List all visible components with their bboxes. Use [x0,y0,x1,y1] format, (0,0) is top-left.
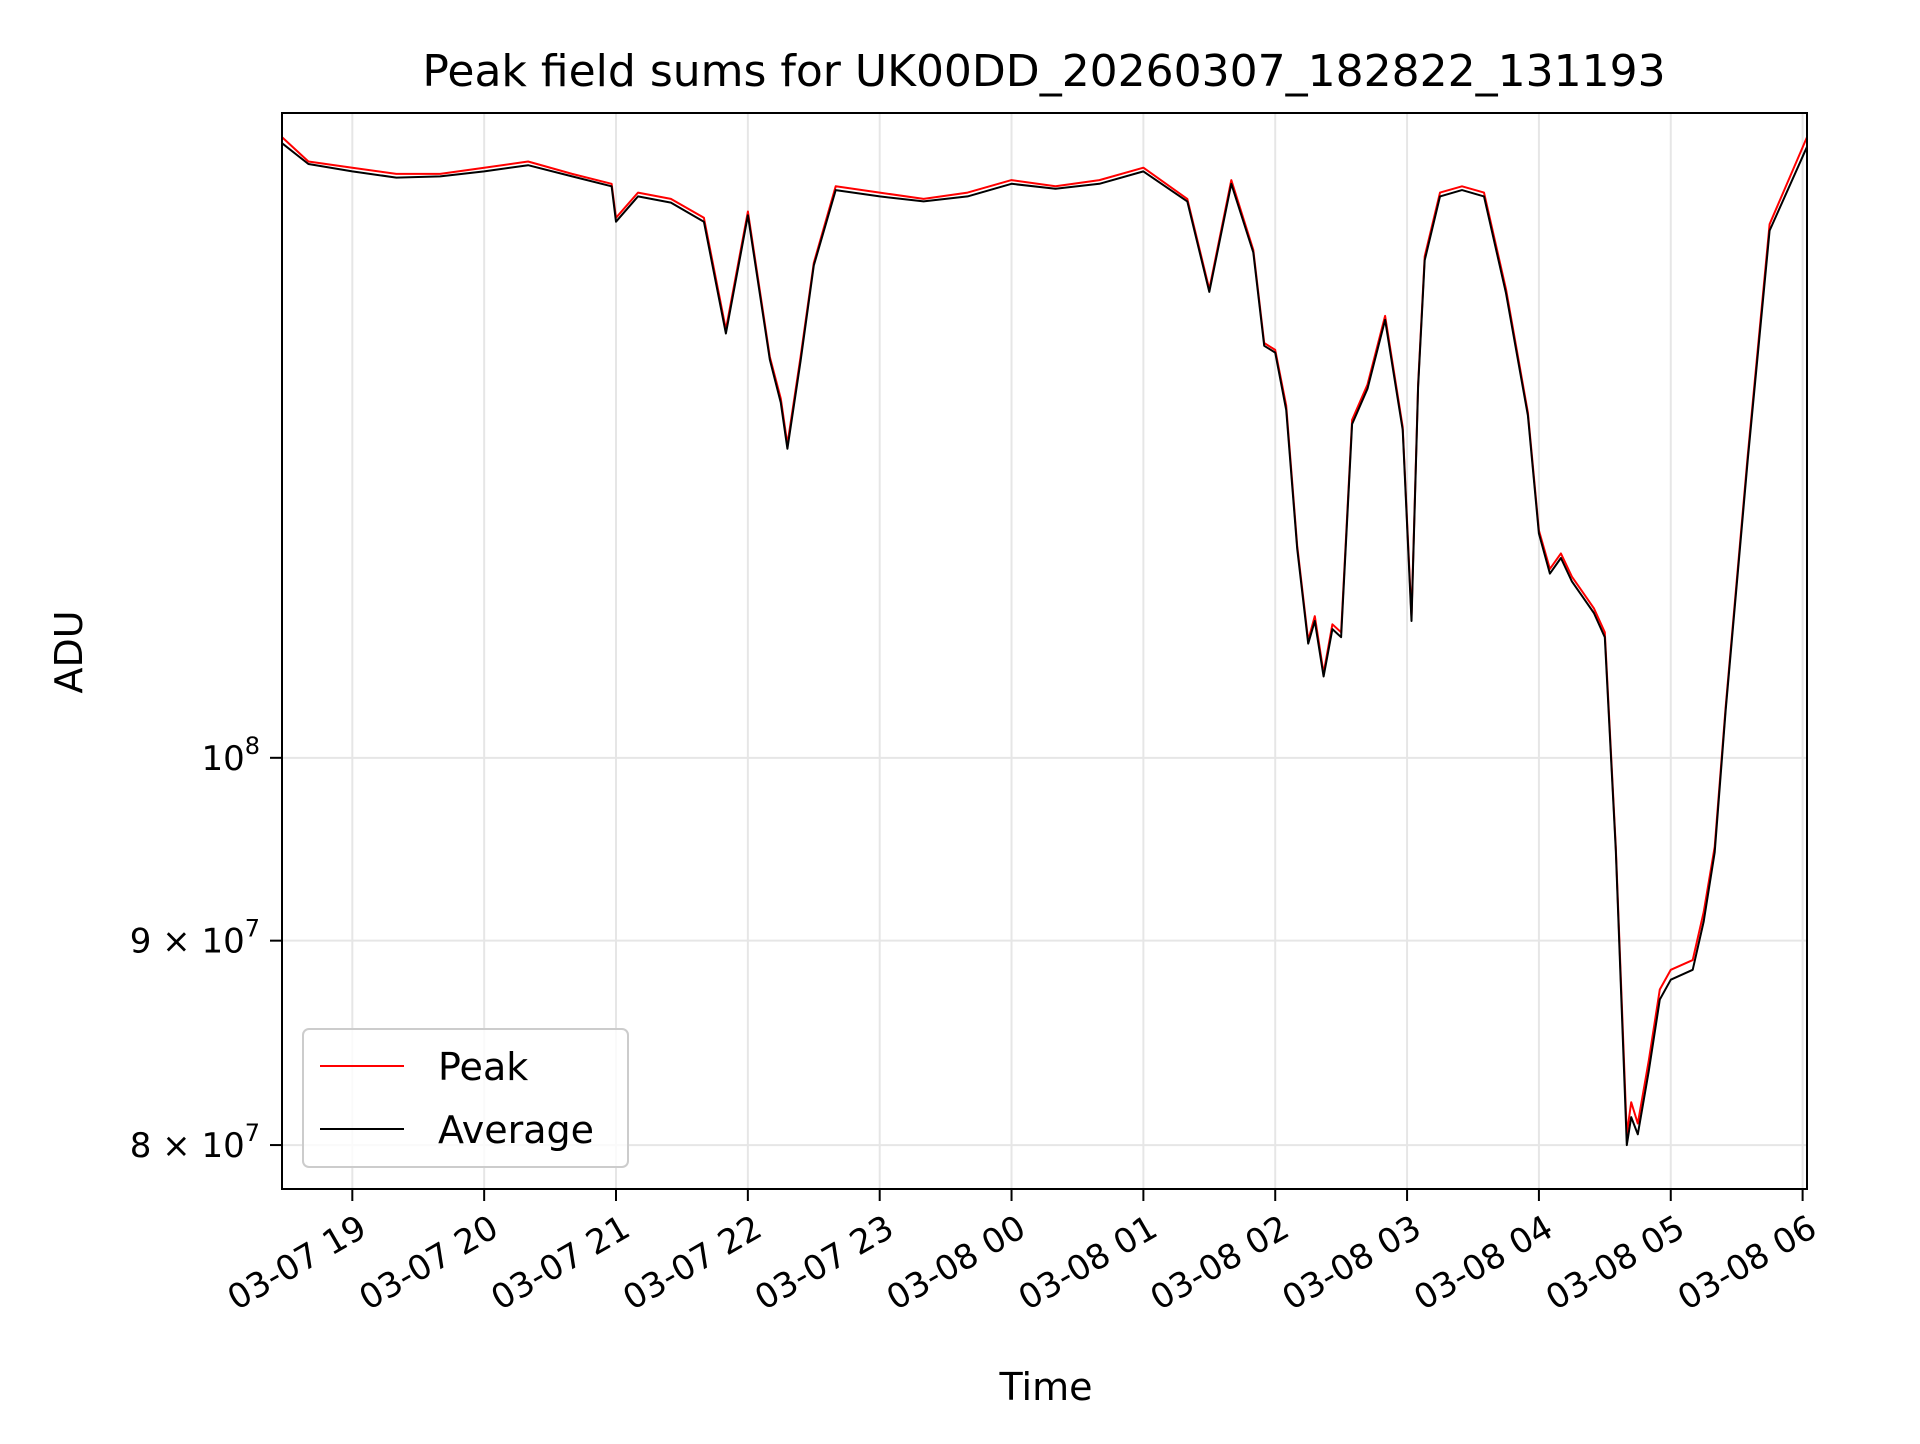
y-tick-label: 9 × 107 [130,915,260,962]
chart-title: Peak field sums for UK00DD_20260307_1828… [422,46,1665,97]
y-axis-label: ADU [47,610,91,693]
legend: Peak Average [302,1028,629,1168]
legend-label-peak: Peak [438,1045,528,1089]
legend-box [302,1028,629,1168]
series-line-average [281,142,1808,1147]
series-lines [281,136,1808,1147]
grid [282,113,1807,1189]
axes-frame [281,112,1808,1190]
x-axis-label: Time [999,1365,1093,1409]
legend-label-average: Average [438,1108,594,1152]
y-tick-label: 8 × 107 [130,1119,260,1166]
